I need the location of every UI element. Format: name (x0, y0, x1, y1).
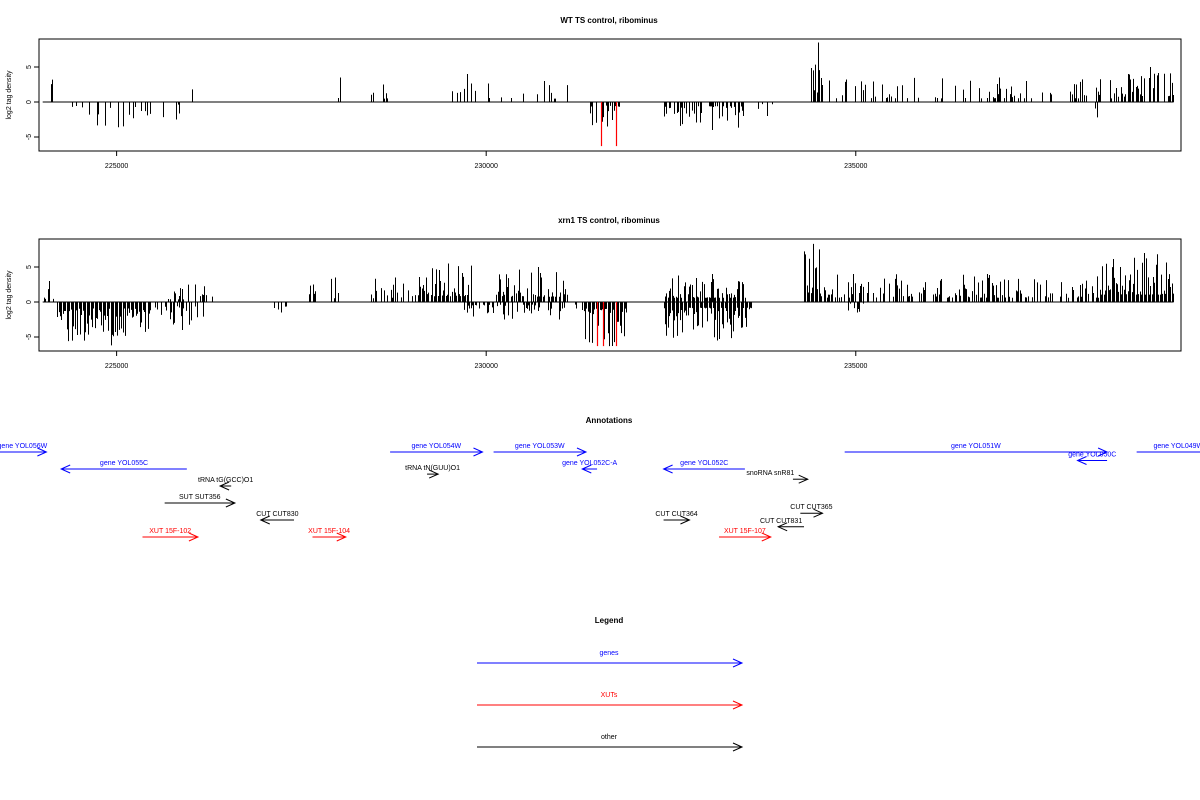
feature-label: tRNA tG(GCC)O1 (198, 477, 253, 484)
feature-arrow-arrowhead (680, 515, 691, 525)
xrn1-track-title: xrn1 TS control, ribominus (558, 216, 660, 225)
xrn1-signal-bars (42, 243, 1174, 347)
feature-label: CUT CUT364 (655, 511, 697, 518)
feature-label: gene YOL052C (680, 460, 728, 467)
feature-arrow-arrowhead (428, 469, 440, 479)
wt-signal-bars (42, 42, 1174, 147)
feature-xut-15f-102: XUT 15F-102 (142, 528, 200, 542)
legend-entry-genes: genes (477, 650, 744, 668)
feature-trna-tn-guu-o1: tRNA tN(GUU)O1 (405, 465, 460, 479)
feature-xut-15f-104: XUT 15F-104 (308, 528, 350, 542)
wt-plot-frame (38, 38, 1182, 152)
feature-arrow-arrowhead (336, 532, 347, 542)
wt-x-tick-label: 235000 (844, 163, 867, 170)
xrn1-track-panel: xrn1 TS control, ribominus log2 tag dens… (6, 216, 1182, 370)
xrn1-x-tick-label: 230000 (475, 363, 498, 370)
feature-cut-cut364: CUT CUT364 (655, 511, 698, 525)
legend-entry-other: other (477, 734, 744, 752)
xrn1-x-tick-label: 235000 (844, 363, 867, 370)
feature-arrow-arrowhead (581, 464, 592, 474)
feature-label: gene YOL053W (515, 443, 565, 450)
feature-label: gene YOL052C-A (562, 460, 617, 467)
feature-label: CUT CUT830 (256, 511, 298, 518)
xrn1-y-tick-label: 5 (26, 265, 33, 269)
xrn1-x-tick-label: 225000 (105, 363, 128, 370)
feature-arrow-arrowhead (59, 464, 71, 474)
feature-sut-sut356: SUT SUT356 (164, 494, 237, 508)
feature-arrow-arrowhead (218, 481, 230, 491)
wt-x-tick-label: 230000 (475, 163, 498, 170)
xrn1-y-axis-label: log2 tag density (6, 270, 13, 320)
annotation-features: gene YOL056W gene YOL055C tRNA tG(GCC)O1 SU… (0, 443, 1200, 542)
wt-y-axis-label: log2 tag density (6, 70, 13, 120)
feature-arrow-arrowhead (259, 515, 270, 525)
feature-arrow-arrowhead (662, 464, 673, 474)
annotations-title: Annotations (586, 416, 633, 425)
feature-cut-cut831: CUT CUT831 (760, 518, 805, 532)
feature-label: tRNA tN(GUU)O1 (405, 465, 460, 472)
feature-label: gene YOL055C (100, 460, 148, 467)
wt-track-title: WT TS control, ribominus (560, 16, 658, 25)
feature-label: XUT 15F-104 (308, 528, 350, 535)
legend-arrow-arrowhead (732, 658, 744, 668)
feature-gene-yol050c: gene YOL050C (1068, 452, 1116, 465)
feature-arrow-arrowhead (188, 532, 200, 542)
legend-title: Legend (595, 616, 624, 625)
feature-label: CUT CUT831 (760, 518, 802, 525)
wt-y-tick-label: -5 (26, 134, 33, 140)
legend-panel: Legend genes XUTs other (477, 616, 744, 752)
legend-label: XUTs (601, 692, 618, 699)
feature-arrow-arrowhead (813, 508, 824, 518)
feature-cut-cut365: CUT CUT365 (790, 504, 833, 518)
feature-gene-yol051w: gene YOL051W (844, 443, 1109, 457)
annotations-panel: Annotations gene YOL056W gene YOL055C tRNA… (0, 416, 1200, 542)
legend-arrow-arrowhead (732, 742, 744, 752)
legend-entry-xuts: XUTs (477, 692, 744, 710)
wt-y-tick-label: 5 (26, 65, 33, 69)
feature-label: snoRNA snR81 (746, 470, 794, 477)
feature-cut-cut830: CUT CUT830 (256, 511, 299, 525)
feature-label: gene YOL049W (1153, 443, 1200, 450)
wt-x-tick-label: 225000 (105, 163, 128, 170)
feature-gene-yol049w: gene YOL049W (1136, 443, 1200, 453)
feature-gene-yol052c-a: gene YOL052C-A (562, 460, 618, 474)
feature-gene-yol054w: gene YOL054W (390, 443, 484, 457)
xrn1-plot-frame (38, 238, 1182, 352)
feature-gene-yol052c: gene YOL052C (662, 460, 745, 474)
feature-label: SUT SUT356 (179, 494, 221, 501)
legend-label: other (601, 734, 618, 741)
feature-arrow-arrowhead (37, 447, 48, 457)
feature-label: gene YOL050C (1068, 452, 1116, 459)
feature-arrow-arrowhead (1076, 456, 1087, 465)
feature-label: XUT 15F-102 (149, 528, 191, 535)
wt-axes: 225000 230000 235000 -5 0 5 (26, 65, 868, 170)
feature-arrow-arrowhead (761, 532, 772, 542)
feature-snorna-snr81: snoRNA snR81 (746, 470, 809, 484)
feature-label: XUT 15F-107 (724, 528, 766, 535)
feature-arrow-arrowhead (1097, 447, 1109, 457)
feature-arrow-arrowhead (776, 522, 788, 532)
feature-gene-yol053w: gene YOL053W (493, 443, 588, 457)
feature-trna-tg-gcc-o1: tRNA tG(GCC)O1 (198, 477, 253, 491)
feature-gene-yol055c: gene YOL055C (59, 460, 187, 474)
xrn1-y-tick-label: 0 (26, 300, 33, 304)
legend-arrow-arrowhead (732, 700, 744, 710)
wt-track-panel: WT TS control, ribominus log2 tag densit… (6, 16, 1182, 170)
feature-label: gene YOL051W (951, 443, 1001, 450)
xrn1-y-tick-label: -5 (26, 334, 33, 340)
feature-xut-15f-107: XUT 15F-107 (719, 528, 772, 542)
wt-y-tick-label: 0 (26, 100, 33, 104)
feature-arrow-arrowhead (473, 447, 484, 457)
feature-arrow-arrowhead (576, 447, 588, 457)
feature-gene-yol056w: gene YOL056W (0, 443, 48, 457)
feature-label: CUT CUT365 (790, 504, 832, 511)
feature-label: gene YOL056W (0, 443, 48, 450)
feature-label: gene YOL054W (411, 443, 461, 450)
legend-entries: genes XUTs other (477, 650, 744, 752)
feature-arrow-arrowhead (798, 474, 809, 484)
feature-arrow-arrowhead (225, 498, 237, 508)
xrn1-axes: 225000 230000 235000 -5 0 5 (26, 265, 868, 370)
legend-label: genes (599, 650, 619, 657)
